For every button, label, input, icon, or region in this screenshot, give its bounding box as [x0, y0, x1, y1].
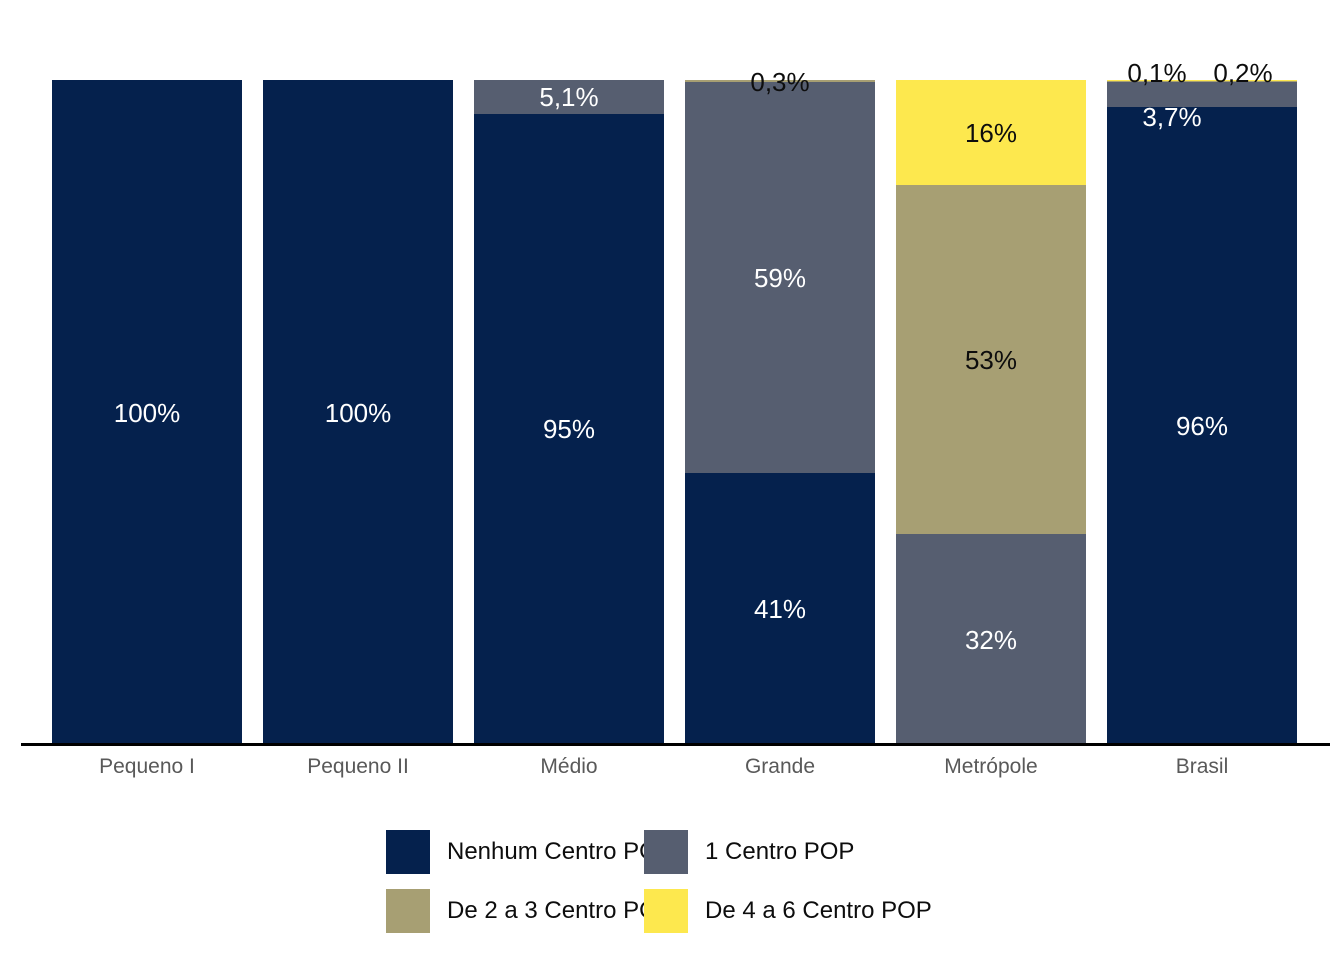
legend-label: Nenhum Centro POP [447, 838, 674, 865]
legend-item: De 2 a 3 Centro POP [386, 889, 674, 933]
category-label: Pequeno II [307, 755, 409, 778]
category-label: Grande [744, 755, 816, 778]
legend-item: De 4 a 6 Centro POP [644, 889, 932, 933]
data-label: 95% [542, 414, 596, 445]
data-label: 0,3% [750, 67, 810, 97]
data-label: 5,1% [539, 81, 599, 112]
bar-segment-cat5-series2 [1107, 81, 1297, 82]
data-label: 41% [753, 594, 807, 625]
legend: Nenhum Centro POP 1 Centro POP De 2 a 3 Ce… [386, 830, 1026, 940]
bar-segment-cat4-series1 [896, 534, 1086, 745]
data-label: 0,1% [1127, 58, 1187, 88]
plot-area: Pequeno I Pequeno II Médio Grande Metrópole B… [52, 58, 1297, 778]
category-label: Brasil [1175, 755, 1229, 778]
legend-label: De 2 a 3 Centro POP [447, 897, 674, 924]
legend-swatch [644, 830, 688, 874]
bar-segment-cat3-series0 [685, 473, 875, 745]
data-label: 53% [964, 344, 1018, 375]
data-label: 100% [324, 397, 392, 428]
bar-segment-cat2-series1 [474, 80, 664, 114]
bar-segment-cat5-series0 [1107, 106, 1297, 745]
bar-segment-cat3-series1 [685, 81, 875, 474]
bar-segment-cat0-series0 [52, 80, 242, 745]
data-label: 100% [113, 397, 181, 428]
bar-segment-cat5-series1 [1107, 81, 1297, 107]
legend-swatch [644, 889, 688, 933]
legend-item: 1 Centro POP [644, 830, 854, 874]
bar-segment-cat5-series3 [1107, 80, 1297, 82]
data-label: 59% [753, 262, 807, 293]
data-label: 96% [1175, 410, 1229, 441]
bar-segment-cat2-series0 [474, 113, 664, 745]
legend-swatch [386, 830, 430, 874]
data-label: 3,7% [1142, 101, 1202, 132]
legend-swatch [386, 889, 430, 933]
category-label: Médio [540, 755, 598, 778]
legend-item: Nenhum Centro POP [386, 830, 674, 874]
category-label: Pequeno I [99, 755, 195, 778]
bar-segment-cat4-series3 [896, 80, 1086, 186]
data-label: 32% [964, 624, 1018, 655]
legend-label: 1 Centro POP [705, 838, 855, 865]
bar-segment-cat4-series2 [896, 185, 1086, 535]
bar-segment-cat1-series0 [263, 80, 453, 745]
data-label: 16% [964, 117, 1018, 148]
data-label: 0,2% [1213, 58, 1273, 88]
category-label: Metrópole [944, 755, 1038, 778]
bar-segment-cat3-series2 [685, 80, 875, 82]
x-axis-line [21, 743, 1330, 746]
legend-label: De 4 a 6 Centro POP [705, 897, 932, 924]
